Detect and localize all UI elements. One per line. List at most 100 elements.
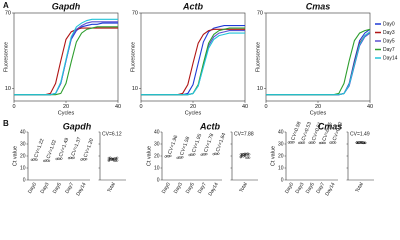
ct-point xyxy=(35,158,38,161)
x-tick-label: 0 xyxy=(12,104,15,110)
ct-point xyxy=(72,156,75,159)
x-tick-label: Day14 xyxy=(207,181,220,197)
y-tick-label: 10 xyxy=(257,86,263,92)
total-point xyxy=(243,152,247,155)
y-axis-label: Ct value xyxy=(12,146,18,166)
x-tick-label: 20 xyxy=(63,104,69,110)
x-tick-label: Day3 xyxy=(173,181,184,194)
y-axis-label: Ct value xyxy=(270,146,276,166)
x-axis-label: Cycles xyxy=(310,110,327,116)
total-point xyxy=(359,141,363,144)
ct-point xyxy=(85,158,88,161)
total-point xyxy=(107,159,110,162)
plot-frame xyxy=(13,12,119,102)
x-tick-label: 0 xyxy=(139,104,142,110)
y-axis-label: Fluorescence xyxy=(130,42,136,72)
y-tick-label: 70 xyxy=(257,10,263,16)
x-tick-label: Day0 xyxy=(284,181,295,194)
page: {"panels": [{"label": "A"}, {"label": "B… xyxy=(3,1,398,198)
y-tick-label: 40 xyxy=(154,129,160,135)
total-point xyxy=(239,156,242,159)
y-tick-label: 30 xyxy=(20,141,26,147)
amplification-curve xyxy=(14,18,118,96)
total-point xyxy=(241,152,244,156)
ct-point xyxy=(313,141,316,144)
x-tick-label: Day7 xyxy=(315,181,326,194)
x-tick-label: 40 xyxy=(367,104,373,110)
x-axis-label: Cycles xyxy=(58,110,75,116)
legend-label: Day14 xyxy=(383,55,398,61)
legend-label: Day0 xyxy=(383,21,395,27)
x-tick-label: Day5 xyxy=(305,181,316,194)
chart-title: Actb xyxy=(182,1,204,11)
ct-point xyxy=(60,157,63,160)
x-tick-label: Day7 xyxy=(197,181,208,194)
total-point xyxy=(245,156,248,160)
ct-point xyxy=(205,152,208,156)
y-tick-label: 0 xyxy=(281,177,284,183)
x-tick-label: Day3 xyxy=(39,181,50,194)
panel-label: B xyxy=(3,119,9,128)
total-point xyxy=(364,141,367,145)
cv-label: CV=1.20 xyxy=(83,138,95,159)
x-tick-label: Day0 xyxy=(27,181,38,194)
chart-title: Cmas xyxy=(306,1,331,11)
chart-title: Gapdh xyxy=(63,121,92,131)
x-tick-label: 40 xyxy=(242,104,248,110)
x-tick-label: Total xyxy=(238,182,248,194)
total-point xyxy=(242,153,245,156)
y-tick-label: 0 xyxy=(157,177,160,183)
y-tick-label: 20 xyxy=(154,153,160,159)
x-tick-label: 20 xyxy=(315,104,321,110)
total-point xyxy=(362,141,365,144)
y-axis-label: Ct value xyxy=(146,146,152,166)
y-tick-label: 0 xyxy=(23,177,26,183)
cv-label: CV=1.95 xyxy=(191,133,203,154)
x-tick-label: Total xyxy=(354,182,364,194)
y-tick-label: 10 xyxy=(20,165,26,171)
y-tick-label: 40 xyxy=(20,129,26,135)
ct-point xyxy=(217,152,220,155)
x-tick-label: Day5 xyxy=(185,181,196,194)
y-tick-label: 70 xyxy=(5,10,11,16)
y-tick-label: 10 xyxy=(278,165,284,171)
plot-frame xyxy=(265,12,371,102)
amplification-curve xyxy=(141,25,245,96)
cv-label: CV=7.88 xyxy=(234,131,254,137)
x-tick-label: 40 xyxy=(115,104,121,110)
chart-title: Cmas xyxy=(318,121,343,131)
y-tick-label: 40 xyxy=(278,129,284,135)
ct-point xyxy=(334,141,337,144)
total-point xyxy=(358,141,361,144)
cv-label: CV=1.96 xyxy=(167,134,179,155)
cv-label: CV=6.12 xyxy=(102,131,122,137)
cv-label: CV=1.37 xyxy=(70,136,82,157)
total-point xyxy=(357,141,360,145)
total-point xyxy=(113,158,116,161)
total-point xyxy=(241,155,244,158)
total-point xyxy=(109,156,112,159)
total-point xyxy=(114,158,117,161)
ct-point xyxy=(47,159,51,162)
x-axis-label: Cycles xyxy=(185,110,202,116)
x-tick-label: Day3 xyxy=(294,181,305,194)
x-tick-label: Day0 xyxy=(161,181,172,194)
total-point xyxy=(248,156,251,159)
total-point xyxy=(116,159,119,162)
y-tick-label: 10 xyxy=(5,86,11,92)
total-point xyxy=(111,158,115,161)
total-point xyxy=(246,152,249,155)
ct-point xyxy=(302,141,306,144)
legend-label: Day3 xyxy=(383,30,395,36)
y-tick-label: 10 xyxy=(132,86,138,92)
ct-point xyxy=(169,154,172,157)
total-point xyxy=(361,141,364,144)
x-tick-label: 0 xyxy=(264,104,267,110)
total-point xyxy=(243,154,247,157)
x-tick-label: Day7 xyxy=(64,181,75,194)
ct-point xyxy=(193,153,196,156)
cv-label: CV=1.84 xyxy=(215,132,227,153)
legend-label: Day5 xyxy=(383,38,395,44)
cv-label: CV=1.02 xyxy=(46,139,58,160)
cv-label: CV=1.49 xyxy=(58,137,70,158)
